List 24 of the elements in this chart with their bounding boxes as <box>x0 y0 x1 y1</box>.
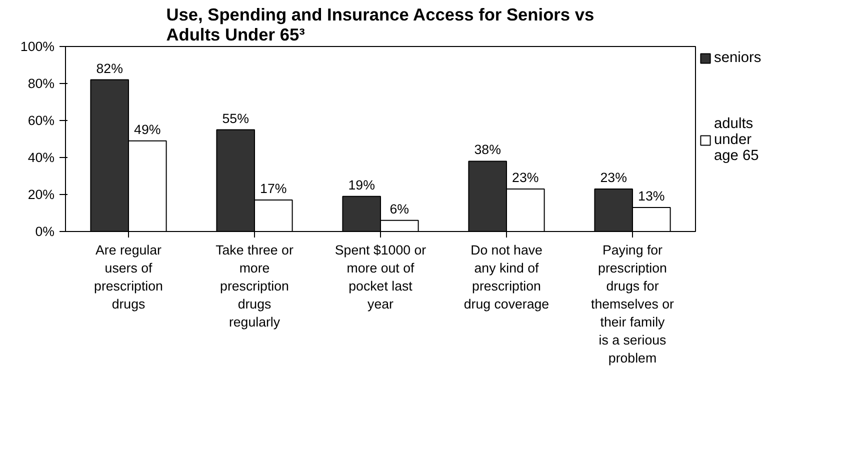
x-tick-label: Spent $1000 or more out of pocket last year <box>334 242 427 312</box>
chart-title: Use, Spending and Insurance Access for Seniors vs Adults Under 65³ <box>166 4 594 44</box>
x-tick-label: Do not have any kind of prescription drug coverage <box>464 242 550 312</box>
data-label: 19% <box>348 177 376 192</box>
data-label: 55% <box>222 110 250 126</box>
y-tick-label: 40% <box>28 150 55 165</box>
x-tick-label: Paying for prescription drugs for themselves or their family is a serious problem <box>591 242 675 366</box>
data-label: 82% <box>96 60 124 76</box>
data-label: 23% <box>512 170 539 185</box>
x-tick-label: Take three or more prescription drugs regularly <box>216 242 294 330</box>
y-tick-label: 60% <box>28 113 55 128</box>
legend-label: seniors <box>714 50 762 66</box>
data-label: 38% <box>474 142 502 158</box>
data-label: 13% <box>638 188 665 204</box>
x-tick-label: Are regular users of prescription drugs <box>94 242 163 312</box>
y-tick-label: 80% <box>28 76 55 91</box>
data-label: 6% <box>390 201 410 216</box>
y-tick-label: 20% <box>28 187 55 202</box>
data-label: 23% <box>600 170 628 185</box>
data-label: 49% <box>134 122 161 137</box>
y-tick-label: 100% <box>20 39 55 54</box>
data-label: 17% <box>260 181 287 196</box>
y-tick-label: 0% <box>35 224 55 239</box>
legend-label: adults under age 65 <box>714 116 759 164</box>
